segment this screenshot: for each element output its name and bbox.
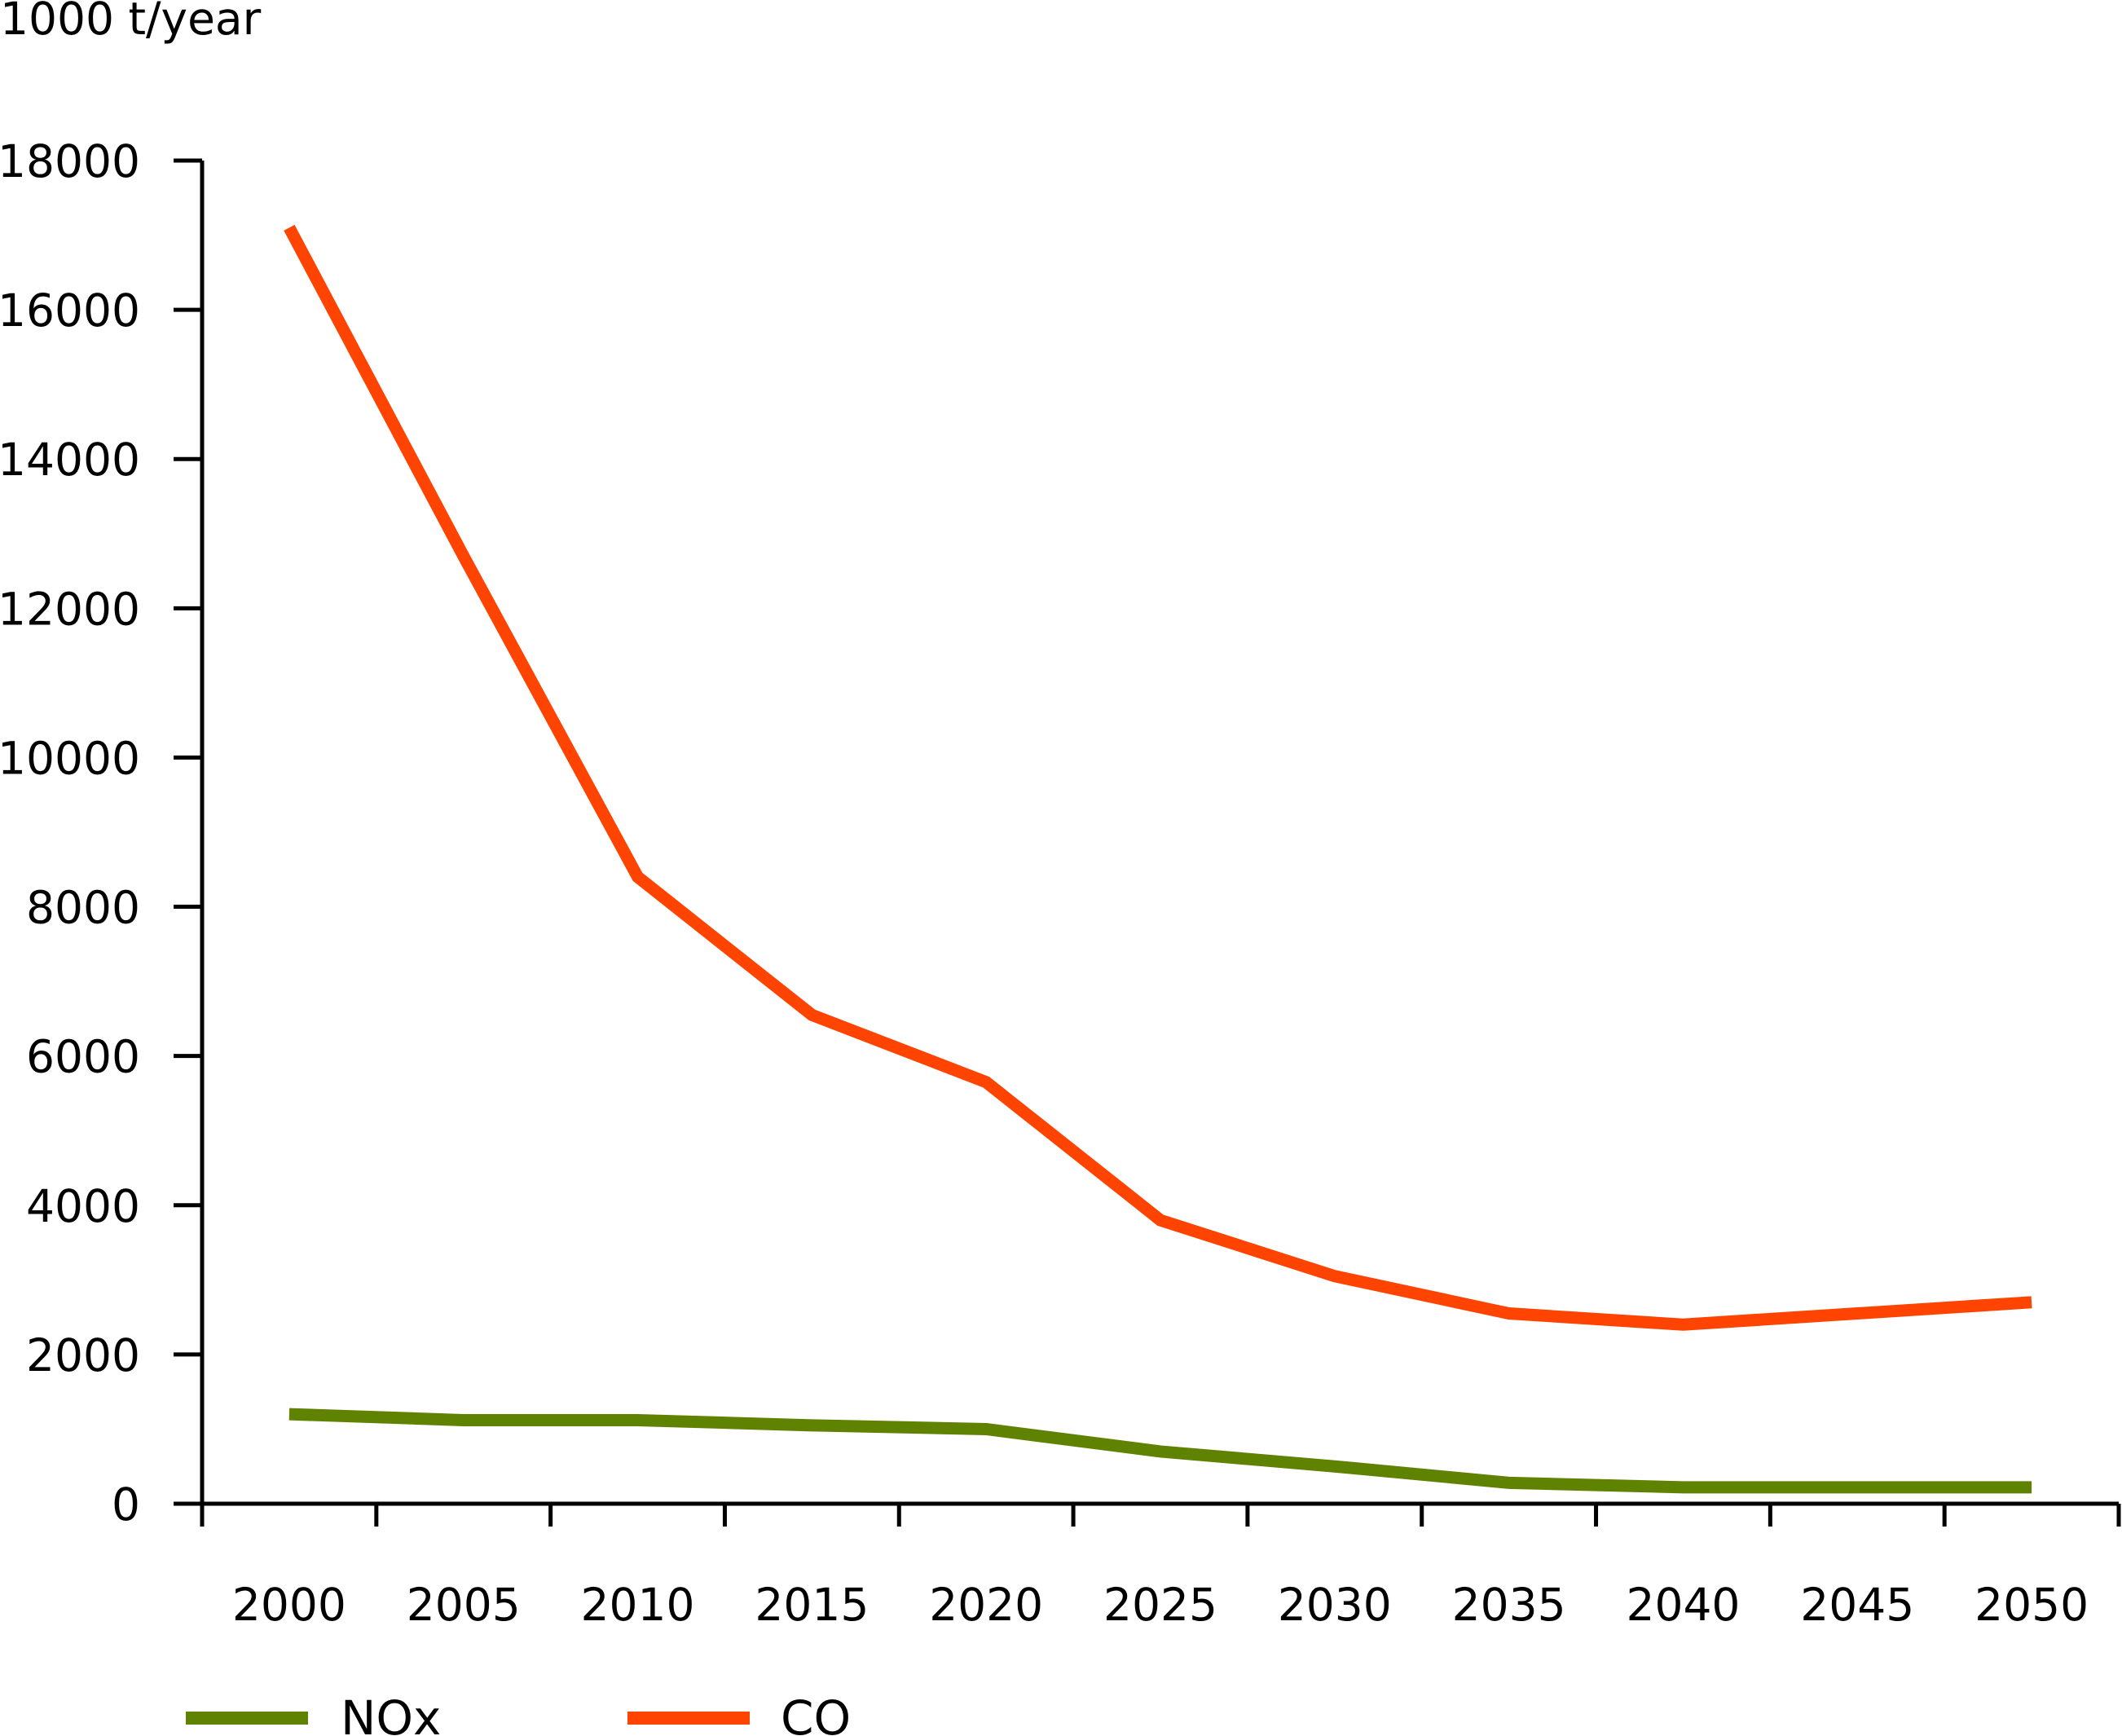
x-tick-label: 2005	[407, 1579, 521, 1631]
x-tick-label: 2045	[1800, 1579, 1914, 1631]
y-tick-label: 6000	[26, 1031, 140, 1083]
legend-label-nox: NOx	[341, 1690, 441, 1736]
y-axis: 0 2000 4000 6000 8000 10000 12000 14000 16000 180…	[0, 135, 205, 1531]
plot-area	[284, 224, 2032, 1494]
y-tick-label: 8000	[26, 882, 140, 934]
legend: NOx CO	[186, 1690, 851, 1736]
x-tick-label: 2000	[232, 1579, 346, 1631]
y-axis-unit-label: 1000 t/year	[0, 0, 262, 45]
y-tick-label: 2000	[26, 1329, 140, 1381]
x-axis: 2000 2005 2010 2015 2020 2025 2030 2035 2040 2045…	[200, 1501, 2121, 1631]
y-tick-label: 10000	[0, 732, 140, 784]
x-tick-label: 2035	[1452, 1579, 1566, 1631]
x-tick-label: 2030	[1278, 1579, 1392, 1631]
x-tick-label: 2025	[1103, 1579, 1217, 1631]
y-tick-label: 0	[112, 1478, 140, 1531]
x-tick-label: 2010	[581, 1579, 695, 1631]
y-tick-label: 4000	[26, 1180, 140, 1232]
y-tick-label: 14000	[0, 434, 140, 486]
x-tick-label: 2040	[1626, 1579, 1740, 1631]
x-tick-label: 2020	[929, 1579, 1043, 1631]
legend-label-co: CO	[781, 1690, 851, 1736]
y-tick-label: 16000	[0, 284, 140, 337]
x-tick-label: 2015	[755, 1579, 869, 1631]
x-tick-label: 2050	[1975, 1579, 2089, 1631]
y-tick-label: 12000	[0, 583, 140, 635]
series-line-co	[284, 224, 2032, 1331]
series-line-nox	[288, 1408, 2032, 1494]
y-tick-label: 18000	[0, 135, 140, 187]
